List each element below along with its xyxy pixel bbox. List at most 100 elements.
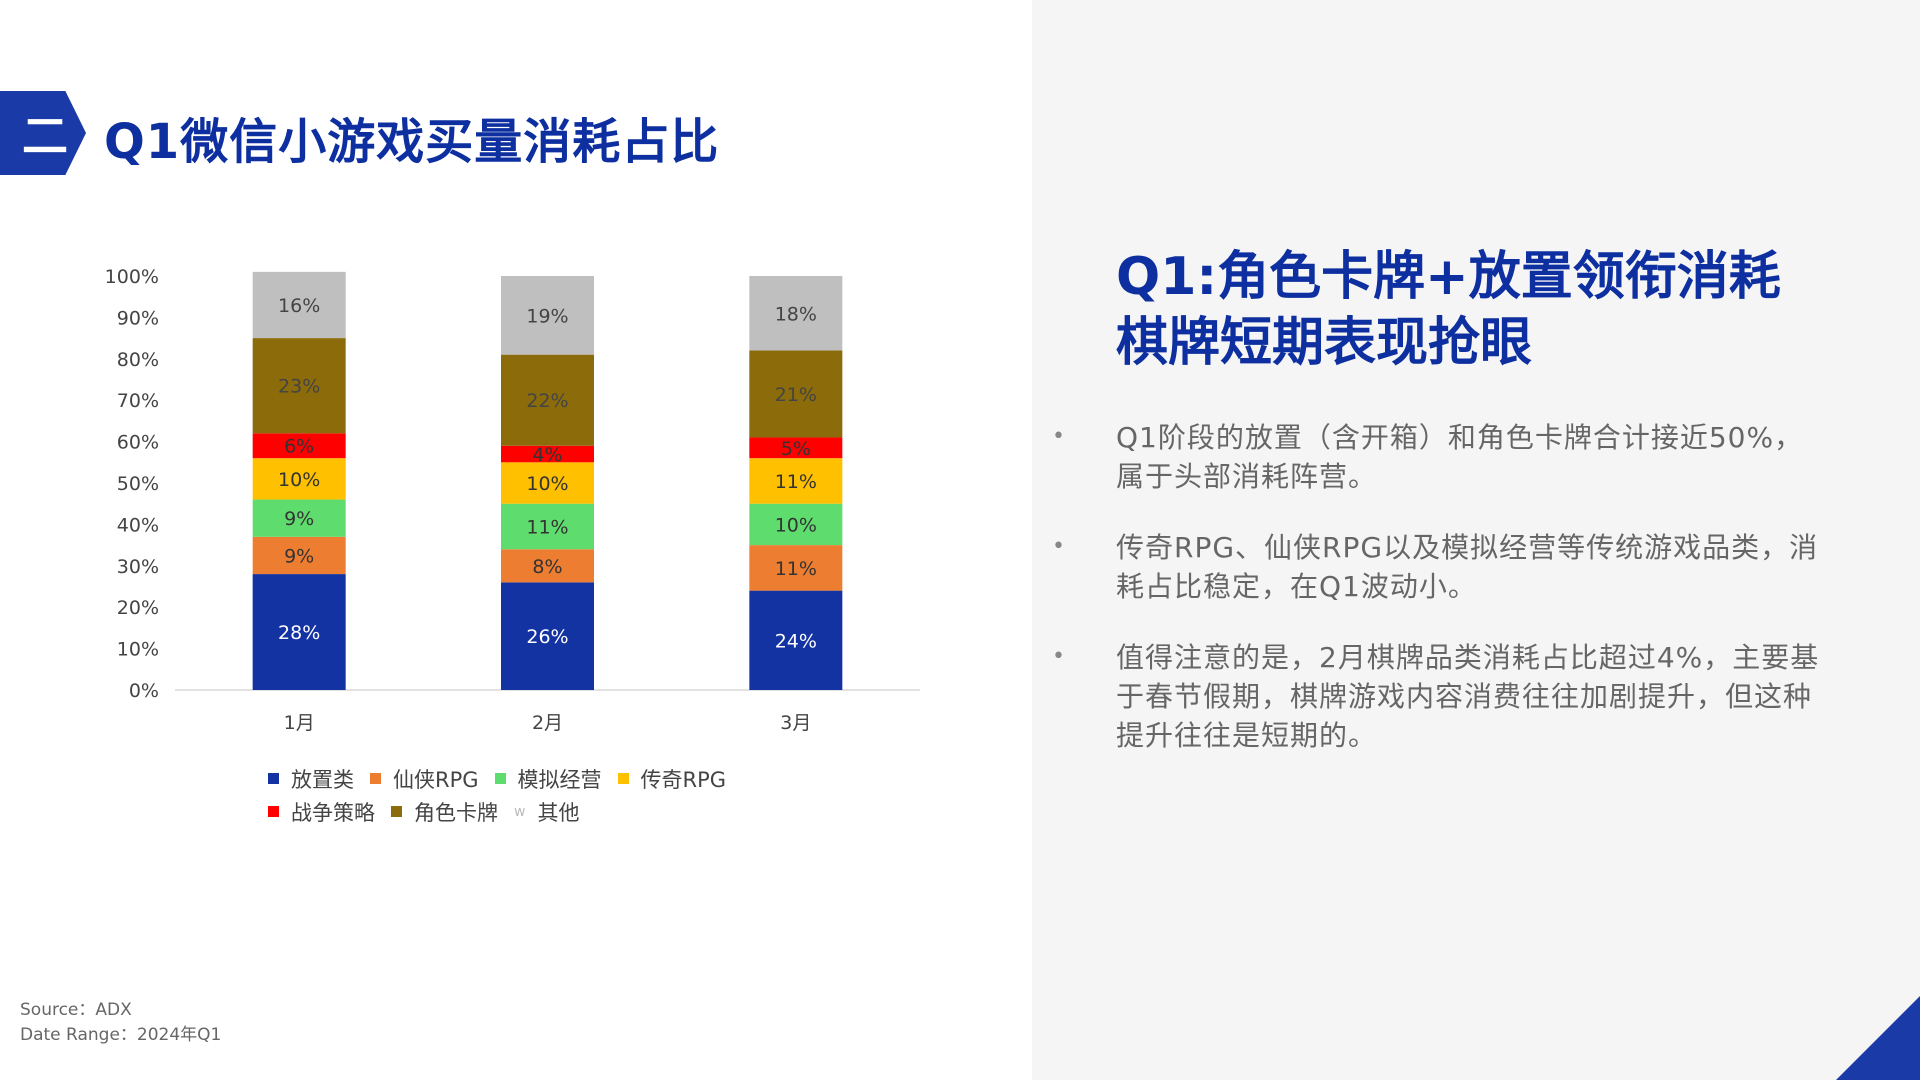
- data-label: 22%: [526, 390, 568, 412]
- bullet-text: 值得注意的是，2月棋牌品类消耗占比超过4%，主要基于春节假期，棋牌游戏内容消费往…: [1116, 641, 1820, 752]
- bar-segment: [749, 545, 843, 591]
- y-tick-label: 30%: [117, 556, 159, 578]
- data-label: 28%: [278, 622, 320, 644]
- legend-swatch-xianxia: [370, 773, 381, 784]
- bar-segment: [252, 536, 346, 575]
- panel-headline: Q1:角色卡牌+放置领衔消耗 棋牌短期表现抢眼: [1116, 244, 1896, 376]
- legend-marker-other: w: [514, 803, 526, 820]
- data-label: 21%: [775, 384, 817, 406]
- data-label: 9%: [284, 508, 314, 530]
- bullet-item: • 值得注意的是，2月棋牌品类消耗占比超过4%，主要基于春节假期，棋牌游戏内容消…: [1052, 638, 1832, 755]
- bullet-dot: •: [1052, 424, 1065, 449]
- data-label: 11%: [775, 471, 817, 493]
- bar-segment: [252, 574, 346, 690]
- legend-swatch-card: [391, 806, 402, 817]
- data-label: 10%: [775, 514, 817, 536]
- legend-label-idle: 放置类: [291, 767, 354, 792]
- bar-segment: [252, 458, 346, 500]
- bar-segment: [501, 462, 594, 504]
- legend-label-legend-rpg: 传奇RPG: [640, 767, 727, 792]
- data-label: 8%: [532, 556, 562, 578]
- page-title: Q1微信小游戏买量消耗占比: [104, 114, 720, 170]
- x-tick-label: 2月: [532, 712, 563, 734]
- x-tick-label: 3月: [780, 712, 811, 734]
- stacked-bar-chart: 0% 10% 20% 30% 40% 50% 60% 70% 80% 90% 100% 28% 9% 9%…: [105, 266, 920, 734]
- bar-segment: [749, 276, 843, 351]
- bullet-item: • Q1阶段的放置（含开箱）和角色卡牌合计接近50%，属于头部消耗阵营。: [1052, 418, 1832, 496]
- y-tick-label: 60%: [117, 432, 159, 454]
- bar-segment: [501, 503, 594, 550]
- legend-label-card: 角色卡牌: [414, 800, 498, 825]
- date-range-line: Date Range：2024年Q1: [20, 1025, 222, 1045]
- bar-segment: [252, 338, 346, 434]
- bar-segment: [252, 433, 346, 459]
- y-tick-label: 10%: [117, 639, 159, 661]
- data-label: 11%: [775, 558, 817, 580]
- data-label: 9%: [284, 545, 314, 567]
- data-label: 10%: [278, 469, 320, 491]
- legend-label-other: 其他: [537, 800, 580, 825]
- legend-item-idle: 放置类: [268, 764, 354, 794]
- bar-segment: [501, 582, 594, 690]
- section-badge: 二: [0, 91, 86, 175]
- legend-swatch-war: [268, 806, 279, 817]
- bullet-dot: •: [1052, 644, 1065, 669]
- legend-swatch-legend-rpg: [617, 773, 629, 784]
- y-tick-label: 70%: [117, 390, 159, 412]
- bar-segment: [749, 590, 843, 690]
- legend-row-1: 放置类 仙侠RPG 模拟经营 传奇RPG: [268, 762, 828, 795]
- bar-segment: [252, 499, 346, 537]
- x-tick-label: 1月: [284, 712, 315, 734]
- chart-legend: 放置类 仙侠RPG 模拟经营 传奇RPG 战争策略 角色卡牌 w 其他: [268, 762, 828, 828]
- legend-item-other: w 其他: [514, 797, 579, 827]
- legend-item-xianxia: 仙侠RPG: [370, 764, 479, 794]
- data-label: 23%: [278, 376, 320, 398]
- y-tick-label: 90%: [117, 307, 159, 329]
- legend-label-simulation: 模拟经营: [517, 767, 602, 792]
- section-number: 二: [22, 109, 68, 163]
- bar-segment: [749, 503, 843, 546]
- data-label: 18%: [775, 303, 817, 325]
- data-label: 16%: [278, 295, 320, 317]
- bar-segment: [749, 458, 843, 504]
- bullet-item: • 传奇RPG、仙侠RPG以及模拟经营等传统游戏品类，消耗占比稳定，在Q1波动小…: [1052, 528, 1832, 606]
- data-label: 4%: [532, 444, 562, 466]
- headline-line-2: 棋牌短期表现抢眼: [1116, 313, 1533, 373]
- legend-label-xianxia: 仙侠RPG: [393, 767, 479, 792]
- data-label: 26%: [526, 626, 568, 648]
- bar-segment: [501, 276, 594, 355]
- data-label: 6%: [284, 436, 314, 458]
- bar-segment: [749, 350, 843, 438]
- legend-item-simulation: 模拟经营: [494, 764, 602, 794]
- y-tick-label: 40%: [117, 514, 159, 536]
- bullet-text: Q1阶段的放置（含开箱）和角色卡牌合计接近50%，属于头部消耗阵营。: [1116, 421, 1804, 493]
- bar-segment: [252, 271, 346, 339]
- data-label: 24%: [775, 630, 817, 652]
- bullet-list: • Q1阶段的放置（含开箱）和角色卡牌合计接近50%，属于头部消耗阵营。 • 传…: [1052, 418, 1832, 787]
- y-tick-label: 50%: [117, 473, 159, 495]
- legend-item-war: 战争策略: [268, 797, 375, 827]
- data-label: 11%: [526, 516, 568, 538]
- legend-swatch-simulation: [494, 773, 506, 784]
- bar-segment: [501, 445, 594, 463]
- source-line: Source：ADX: [20, 1000, 132, 1020]
- y-tick-label: 80%: [117, 349, 159, 371]
- legend-item-card: 角色卡牌: [391, 797, 498, 827]
- data-label: 5%: [781, 438, 811, 460]
- y-tick-label: 20%: [117, 597, 159, 619]
- data-label: 19%: [526, 305, 568, 327]
- headline-line-1: Q1:角色卡牌+放置领衔消耗: [1116, 247, 1781, 307]
- right-panel: [1032, 0, 1920, 1080]
- bar-segment: [749, 437, 843, 459]
- legend-label-war: 战争策略: [291, 800, 375, 825]
- legend-item-legend-rpg: 传奇RPG: [617, 764, 727, 794]
- source-note: Source：ADX Date Range：2024年Q1: [20, 998, 221, 1048]
- bullet-dot: •: [1052, 534, 1065, 559]
- y-tick-label: 100%: [105, 266, 159, 288]
- bar-segment: [501, 354, 594, 446]
- y-tick-label: 0%: [129, 680, 159, 702]
- bar-segment: [501, 549, 594, 583]
- bullet-text: 传奇RPG、仙侠RPG以及模拟经营等传统游戏品类，消耗占比稳定，在Q1波动小。: [1116, 531, 1819, 603]
- legend-swatch-idle: [268, 773, 279, 784]
- legend-row-2: 战争策略 角色卡牌 w 其他: [268, 795, 828, 828]
